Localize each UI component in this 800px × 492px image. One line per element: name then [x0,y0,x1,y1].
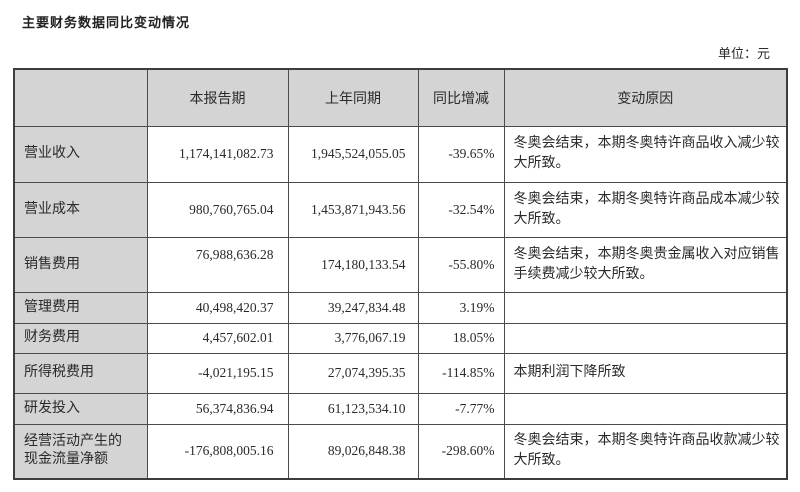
prior-period-value: 1,453,871,943.56 [287,181,419,238]
row-label: 经营活动产生的现金流量净额 [13,423,148,480]
yoy-change-value: -55.80% [417,236,505,293]
change-reason [503,322,788,354]
header-change-reason: 变动原因 [503,68,788,127]
change-reason [503,392,788,425]
prior-period-value: 39,247,834.48 [287,291,419,324]
table-row-operating-revenue: 营业收入 1,174,141,082.73 1,945,524,055.05 -… [13,125,788,183]
prior-period-value: 3,776,067.19 [287,322,419,354]
change-reason: 冬奥会结束，本期冬奥特许商品收款减少较大所致。 [503,423,788,480]
table-row-finance-expenses: 财务费用 4,457,602.01 3,776,067.19 18.05% [13,322,788,354]
change-reason: 本期利润下降所致 [503,352,788,394]
row-label: 所得税费用 [13,352,148,394]
table-row-selling-expenses: 销售费用 76,988,636.28 174,180,133.54 -55.80… [13,236,788,293]
row-label: 销售费用 [13,236,148,293]
prior-period-value: 27,074,395.35 [287,352,419,394]
current-period-value: 56,374,836.94 [146,392,289,425]
yoy-change-value: -7.77% [417,392,505,425]
yoy-change-value: -39.65% [417,125,505,183]
header-prior-period: 上年同期 [287,68,419,127]
yoy-change-value: -114.85% [417,352,505,394]
prior-period-value: 61,123,534.10 [287,392,419,425]
header-current-period: 本报告期 [146,68,289,127]
row-label: 研发投入 [13,392,148,425]
yoy-change-value: -298.60% [417,423,505,480]
header-item-blank [13,68,148,127]
prior-period-value: 1,945,524,055.05 [287,125,419,183]
current-period-value: -4,021,195.15 [146,352,289,394]
row-label: 营业收入 [13,125,148,183]
current-period-value: 1,174,141,082.73 [146,125,289,183]
table-row-admin-expenses: 管理费用 40,498,420.37 39,247,834.48 3.19% [13,291,788,324]
section-title: 主要财务数据同比变动情况 [22,15,191,30]
yoy-change-value: 3.19% [417,291,505,324]
change-reason: 冬奥会结束，本期冬奥特许商品收入减少较大所致。 [503,125,788,183]
header-yoy-change: 同比增减 [417,68,505,127]
yoy-change-value: -32.54% [417,181,505,238]
change-reason: 冬奥会结束，本期冬奥特许商品成本减少较大所致。 [503,181,788,238]
row-label: 财务费用 [13,322,148,354]
current-period-value: 980,760,765.04 [146,181,289,238]
table-row-rd-investment: 研发投入 56,374,836.94 61,123,534.10 -7.77% [13,392,788,425]
prior-period-value: 174,180,133.54 [287,236,419,293]
current-period-value: -176,808,005.16 [146,423,289,480]
current-period-value: 76,988,636.28 [146,236,289,293]
table-header-row: 本报告期 上年同期 同比增减 变动原因 [13,68,788,127]
row-label: 管理费用 [13,291,148,324]
financial-comparison-table: 本报告期 上年同期 同比增减 变动原因 营业收入 1,174,141,082.7… [13,68,788,480]
prior-period-value: 89,026,848.38 [287,423,419,480]
current-period-value: 40,498,420.37 [146,291,289,324]
table-row-income-tax: 所得税费用 -4,021,195.15 27,074,395.35 -114.8… [13,352,788,394]
table-row-operating-cash-flow: 经营活动产生的现金流量净额 -176,808,005.16 89,026,848… [13,423,788,480]
yoy-change-value: 18.05% [417,322,505,354]
row-label: 营业成本 [13,181,148,238]
unit-label: 单位：元 [717,46,770,61]
table-row-operating-cost: 营业成本 980,760,765.04 1,453,871,943.56 -32… [13,181,788,238]
current-period-value: 4,457,602.01 [146,322,289,354]
change-reason: 冬奥会结束，本期冬奥贵金属收入对应销售手续费减少较大所致。 [503,236,788,293]
change-reason [503,291,788,324]
